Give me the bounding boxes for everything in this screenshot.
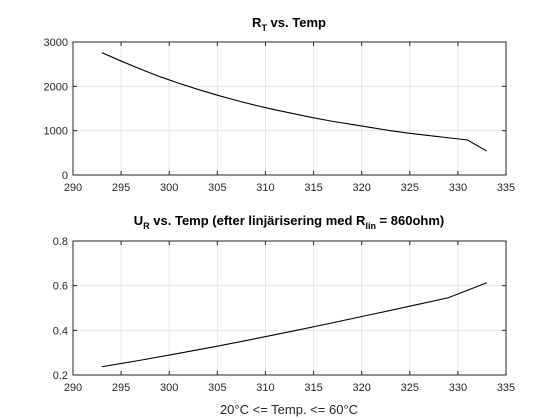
x-tick-label: 290: [64, 382, 82, 394]
x-tick-label: 300: [160, 382, 178, 394]
axes-frame-top: [72, 41, 507, 176]
x-tick-label: 330: [449, 382, 467, 394]
grid-top: [72, 41, 507, 176]
title-top-subscript: T: [261, 23, 267, 33]
title-bottom-part1: U: [134, 213, 143, 228]
x-tick-label: 290: [64, 182, 82, 194]
y-tick-label: 2000: [44, 81, 68, 93]
series-line-ur: [101, 282, 487, 368]
x-tick-label: 310: [256, 182, 274, 194]
plot-area-top: 290 295 300 305 310 315 320 325 330 335 0 1000 2000…: [44, 37, 516, 194]
y-tick-label: 0.2: [53, 370, 68, 382]
y-tick-label: 0: [62, 170, 68, 182]
chart-title-top: RT vs. Temp: [252, 15, 326, 33]
title-bottom-part2: vs. Temp (efter linjärisering med R: [150, 213, 366, 228]
x-tick-label: 315: [304, 382, 322, 394]
x-tick-label: 300: [160, 182, 178, 194]
x-tick-label: 305: [208, 382, 226, 394]
y-tick-label: 1000: [44, 126, 68, 138]
grid-bottom: [72, 240, 507, 376]
title-top-rest: vs. Temp: [267, 15, 326, 30]
plot-area-bottom: 290 295 300 305 310 315 320 325 330 335 0.2 0.4 0.6…: [53, 236, 515, 394]
title-bottom-subscript1: R: [143, 221, 150, 231]
x-axis-label-bottom: 20°C <= Temp. <= 60°C: [220, 402, 358, 417]
chart-title-bottom: UR vs. Temp (efter linjärisering med Rli…: [134, 213, 444, 231]
x-tick-label: 335: [497, 182, 515, 194]
axes-frame-bottom: [72, 240, 507, 376]
x-tick-label: 320: [352, 182, 370, 194]
x-tick-label: 335: [497, 382, 515, 394]
y-tick-label: 0.6: [53, 281, 68, 293]
title-bottom-part3: = 860ohm): [376, 213, 444, 228]
y-tick-label: 3000: [44, 37, 68, 49]
chart-ur-vs-temp: 290 295 300 305 310 315 320 325 330 335 0.2 0.4 0.6…: [53, 213, 515, 417]
x-ticks-top: 290 295 300 305 310 315 320 325 330 335: [64, 42, 515, 194]
x-tick-label: 325: [401, 382, 419, 394]
x-tick-label: 315: [304, 182, 322, 194]
x-ticks-bottom: 290 295 300 305 310 315 320 325 330 335: [64, 241, 515, 394]
x-tick-label: 305: [208, 182, 226, 194]
series-line-rt: [101, 52, 488, 152]
x-tick-label: 320: [352, 382, 370, 394]
y-tick-label: 0.4: [53, 325, 68, 337]
x-tick-label: 295: [112, 182, 130, 194]
y-tick-label: 0.8: [53, 236, 68, 248]
y-ticks-bottom: 0.2 0.4 0.6 0.8: [53, 236, 506, 382]
x-tick-label: 310: [256, 382, 274, 394]
x-tick-label: 330: [449, 182, 467, 194]
x-tick-label: 325: [401, 182, 419, 194]
chart-rt-vs-temp: 290 295 300 305 310 315 320 325 330 335 0 1000 2000…: [44, 15, 516, 194]
y-ticks-top: 0 1000 2000 3000: [44, 37, 506, 182]
title-bottom-subscript2: lin: [365, 221, 376, 231]
title-top-main: R: [252, 15, 262, 30]
x-tick-label: 295: [112, 382, 130, 394]
